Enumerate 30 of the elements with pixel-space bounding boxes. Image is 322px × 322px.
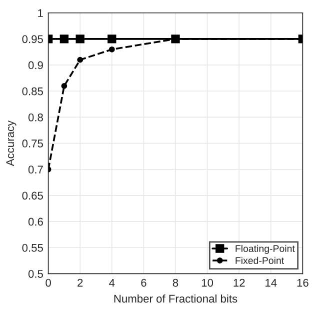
x-tick-label: 8 xyxy=(172,278,178,287)
y-tick-label: 0.85 xyxy=(22,87,43,96)
legend-label: Fixed-Point xyxy=(236,256,284,264)
y-tick-label: 0.7 xyxy=(28,166,43,174)
x-tick-label: 14 xyxy=(266,278,277,287)
legend-label: Floating-Point xyxy=(236,244,295,254)
y-tick-label: 0.9 xyxy=(28,61,43,70)
x-tick-label: 4 xyxy=(109,278,115,287)
y-axis-title: Accuracy xyxy=(6,120,16,166)
x-tick-label: 12 xyxy=(234,278,245,287)
point xyxy=(108,34,116,44)
y-tick-label: 0.5 xyxy=(28,270,43,278)
x-tick-label: 0 xyxy=(46,278,51,287)
point xyxy=(108,46,115,52)
y-tick-label: 0.95 xyxy=(22,35,43,44)
point xyxy=(76,34,84,44)
y-tick-label: 0.75 xyxy=(22,140,43,148)
y-tick-label: 0.8 xyxy=(28,113,43,122)
y-tick-label: 0.65 xyxy=(22,192,43,200)
y-tick-label: 0.6 xyxy=(28,218,43,226)
x-tick-label: 16 xyxy=(297,278,308,287)
point xyxy=(61,82,68,89)
point xyxy=(60,34,69,44)
x-tick-label: 2 xyxy=(78,278,83,287)
x-tick-label: 10 xyxy=(202,278,214,287)
y-tick-label: 0.55 xyxy=(22,244,43,252)
x-tick-label: 6 xyxy=(141,278,146,287)
x-axis-title: Number of Fractional bits xyxy=(114,294,238,303)
point xyxy=(77,56,84,63)
y-tick-label: 1 xyxy=(38,9,43,17)
